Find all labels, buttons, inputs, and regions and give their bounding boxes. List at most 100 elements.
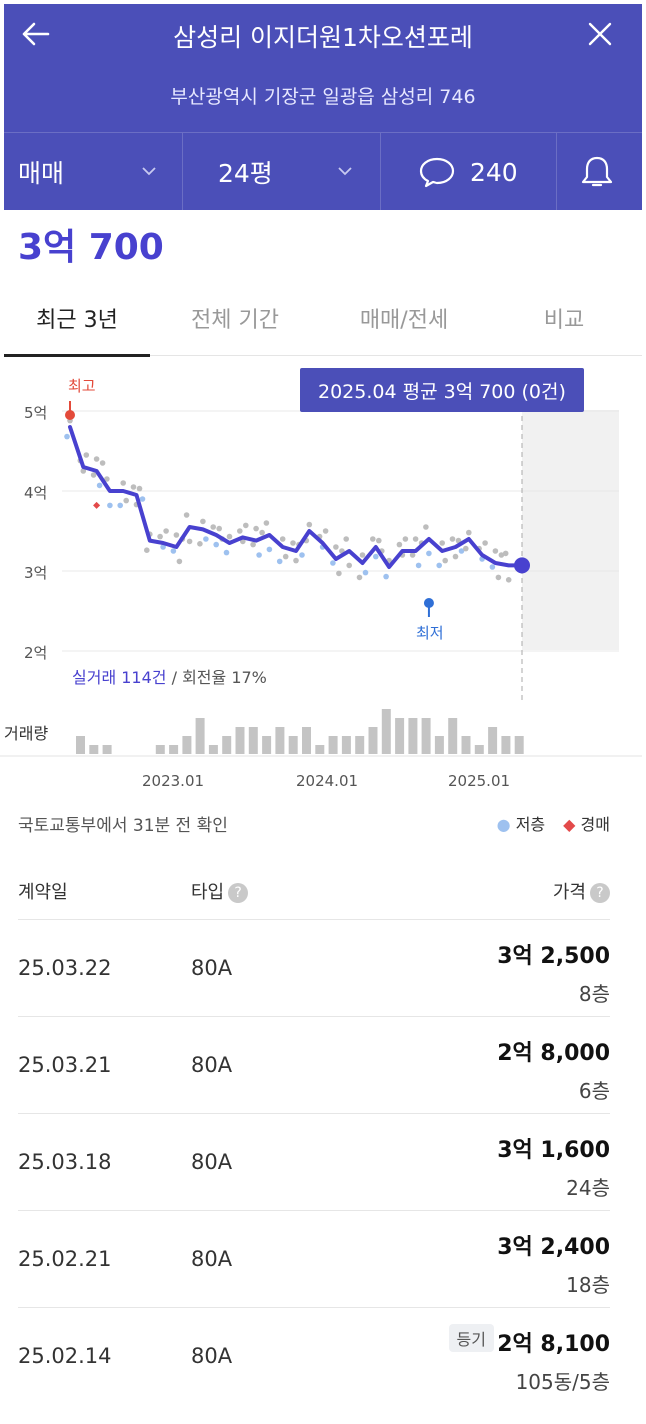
chart-legend: ● 저층 ◆ 경매: [497, 811, 610, 835]
volume-bar: [262, 736, 272, 754]
legend-low-floor-label: 저층: [515, 815, 546, 834]
divider: [380, 133, 381, 211]
row-type: 80A: [191, 1150, 233, 1174]
transaction-dot: [402, 536, 409, 542]
tab-compare[interactable]: 비교: [543, 308, 585, 333]
transaction-dot: [136, 485, 143, 492]
transaction-dot: [107, 502, 113, 509]
transaction-dot: [439, 540, 446, 546]
row-floor: 8층: [578, 982, 610, 1006]
low-label: 최저: [416, 624, 444, 642]
volume-bar: [501, 736, 511, 754]
tab-all-period[interactable]: 전체 기간: [191, 308, 279, 333]
back-arrow-icon[interactable]: [18, 16, 54, 52]
transaction-dot: [99, 460, 106, 466]
area-dropdown[interactable]: 24평: [218, 133, 368, 211]
table-row[interactable]: 25.03.21 80A 2억 8,000 6층: [18, 1017, 610, 1114]
transaction-dot: [176, 558, 183, 565]
transaction-dot: [216, 525, 222, 532]
volume-bar: [288, 736, 298, 754]
transaction-dot: [144, 547, 150, 553]
transaction-dot: [489, 564, 496, 570]
transaction-dot: [498, 552, 505, 558]
transaction-dot: [200, 518, 206, 525]
row-price: 2억 8,000: [497, 1041, 610, 1066]
volume-bar: [381, 709, 391, 754]
y-tick-label: 5억: [24, 404, 48, 422]
volume-bar: [448, 718, 458, 754]
transaction-dot: [279, 536, 286, 542]
tab-recent-3y[interactable]: 최근 3년: [4, 280, 150, 357]
transaction-dot: [505, 577, 512, 583]
volume-bar: [408, 718, 418, 754]
price-line: [68, 425, 524, 569]
transaction-dot: [160, 544, 166, 550]
divider: [182, 133, 183, 211]
current-point[interactable]: [514, 557, 530, 574]
row-date: 25.02.14: [18, 1344, 112, 1368]
transaction-dot: [336, 570, 342, 577]
transaction-dot: [415, 562, 422, 569]
transaction-dot: [452, 553, 459, 560]
row-floor: 6층: [578, 1079, 610, 1103]
row-type: 80A: [191, 1344, 233, 1368]
transaction-dot: [502, 550, 509, 557]
volume-bar: [169, 745, 179, 754]
table-row[interactable]: 25.03.22 80A 3억 2,500 8층: [18, 920, 610, 1017]
transaction-dot: [117, 502, 123, 509]
transaction-dot: [455, 537, 462, 544]
chart-tooltip: 2025.04 평균 3억 700 (0건): [300, 368, 584, 412]
row-price: 3억 2,500: [497, 944, 610, 969]
trade-type-dropdown[interactable]: 매매: [18, 133, 178, 211]
transaction-dot: [458, 548, 465, 554]
notification-button[interactable]: [580, 133, 630, 211]
transaction-dot: [130, 484, 137, 490]
transaction-dot: [123, 497, 129, 504]
volume-bar: [315, 745, 325, 754]
transaction-dot: [376, 537, 382, 544]
volume-bar: [195, 718, 205, 754]
volume-bar: [89, 745, 99, 754]
transaction-dot: [282, 553, 289, 560]
row-date: 25.03.18: [18, 1150, 112, 1174]
volume-bar: [222, 736, 232, 754]
transaction-dot: [436, 562, 443, 569]
row-type: 80A: [191, 956, 233, 980]
header-top: 삼성리 이지더원1차오션포레: [4, 4, 642, 64]
transaction-dot: [356, 574, 363, 581]
col-date: 계약일: [18, 882, 68, 903]
volume-bar: [76, 736, 85, 754]
transaction-dot: [157, 533, 163, 540]
row-floor: 18층: [566, 1273, 610, 1297]
volume-bar: [302, 727, 311, 754]
transaction-dot: [210, 524, 216, 530]
row-price: 3억 2,400: [497, 1235, 610, 1260]
table-row[interactable]: 25.02.21 80A 3억 2,400 18층: [18, 1211, 610, 1308]
row-type: 80A: [191, 1247, 233, 1271]
x-tick-label: 2025.01: [448, 772, 511, 790]
transaction-dot: [333, 544, 339, 550]
chevron-down-icon: [338, 167, 352, 176]
help-icon[interactable]: ?: [228, 883, 249, 903]
close-icon[interactable]: [582, 16, 618, 52]
marker-dot: [423, 598, 434, 608]
table-row[interactable]: 25.02.14 80A 등기 2억 8,100 105동/5층: [18, 1308, 610, 1405]
price-chart[interactable]: 5억 4억 3억 2억 최고 최저 실거래 114건 / 회전율 17% 거래량…: [0, 358, 646, 798]
table-row[interactable]: 25.03.18 80A 3억 1,600 24층: [18, 1114, 610, 1211]
transaction-dot: [163, 528, 169, 534]
y-tick-label: 2억: [24, 644, 48, 662]
help-icon[interactable]: ?: [590, 883, 610, 903]
transaction-dot: [362, 569, 369, 576]
col-type: 타입?: [191, 878, 249, 904]
transaction-dot: [183, 512, 190, 518]
diamond-icon: ◆: [563, 815, 576, 834]
tab-sale-jeonse[interactable]: 매매/전세: [359, 308, 449, 333]
volume-label: 거래량: [4, 724, 49, 743]
trade-type-label: 매매: [18, 159, 65, 188]
row-floor: 105동/5층: [515, 1370, 610, 1394]
divider: [556, 133, 557, 211]
transaction-dot: [359, 552, 366, 558]
comments-button[interactable]: 240: [418, 133, 548, 211]
y-tick-label: 4억: [24, 484, 48, 502]
x-tick-label: 2024.01: [296, 772, 359, 790]
